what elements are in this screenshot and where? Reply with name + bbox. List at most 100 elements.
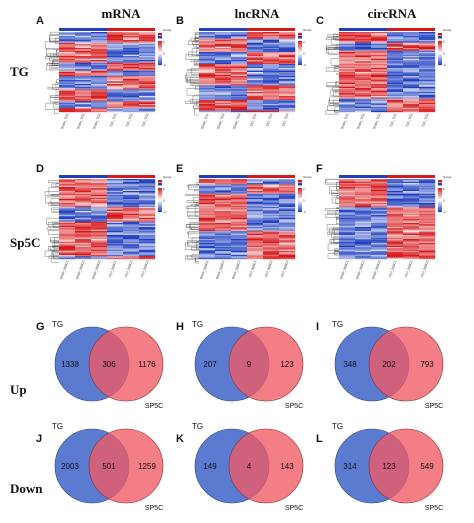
heatmap-cell	[419, 48, 436, 50]
heatmap-cell	[199, 81, 216, 83]
heatmap-cell	[419, 66, 436, 69]
heatmap-cell	[75, 205, 92, 208]
heatmap-cell	[247, 212, 264, 214]
heatmap-cell	[279, 199, 296, 201]
heatmap-cell	[123, 48, 140, 50]
heatmap-cell	[387, 105, 404, 107]
heatmap-cell	[231, 49, 248, 51]
heatmap-cell	[279, 240, 296, 242]
heatmap-cell	[419, 69, 436, 71]
legend-scale-cell	[438, 56, 442, 58]
heatmap-cell	[403, 69, 420, 71]
heatmap-cell	[107, 66, 124, 69]
heatmap-cell	[231, 68, 248, 70]
heatmap-cell	[107, 86, 124, 89]
heatmap-cell	[371, 90, 388, 93]
heatmap-cell	[123, 33, 140, 35]
heatmap-cell	[199, 50, 216, 53]
heatmap-cell	[91, 183, 108, 185]
legend-scale-cell	[158, 59, 162, 61]
heatmap-cell	[107, 106, 124, 109]
heatmap-cell	[247, 187, 264, 189]
heatmap-cell	[91, 45, 108, 47]
heatmap-cell	[59, 181, 76, 184]
heatmap-cell	[199, 46, 216, 49]
heatmap-cell	[123, 209, 140, 212]
heatmap-cell	[123, 247, 140, 249]
heatmap-cell	[107, 181, 124, 184]
heatmap-cell	[279, 209, 296, 212]
legend-group-swatch	[158, 36, 162, 39]
heatmap-cell	[199, 69, 216, 71]
heatmap-cell	[419, 73, 436, 75]
heatmap-cell	[215, 231, 232, 233]
heatmap-cell	[403, 108, 420, 110]
heatmap-cell	[215, 240, 232, 242]
heatmap-cell	[91, 251, 108, 253]
heatmap-cell	[139, 78, 156, 81]
legend-scale-cell	[158, 210, 162, 213]
heatmap-cell	[75, 184, 92, 186]
heatmap-cell	[387, 199, 404, 201]
heatmap-cell	[371, 58, 388, 61]
heatmap-cell	[263, 89, 280, 91]
heatmap-cell	[123, 76, 140, 78]
heatmap-cell	[123, 92, 140, 94]
venn-label-tg: TG	[192, 422, 203, 431]
heatmap-cell	[387, 50, 404, 53]
heatmap-cell	[387, 98, 404, 101]
heatmap-cell	[215, 193, 232, 196]
heatmap-cell	[231, 257, 248, 260]
heatmap-cell	[91, 195, 108, 197]
heatmap-cell	[59, 102, 76, 105]
heatmap-cell	[355, 82, 372, 85]
legend-scale-tick: 0	[303, 52, 305, 56]
heatmap-cell	[247, 179, 264, 181]
heatmap-cell	[75, 251, 92, 253]
heatmap-cell	[139, 88, 156, 90]
legend-scale-cell	[298, 51, 302, 54]
heatmap-cell	[91, 61, 108, 63]
heatmap-cell	[247, 64, 264, 66]
heatmap-cell	[139, 89, 156, 91]
legend-scale-tick: 2	[443, 187, 445, 191]
heatmap-cell	[59, 245, 76, 248]
heatmap-cell	[279, 66, 296, 69]
heatmap-cell	[231, 243, 248, 245]
heatmap-cell	[215, 185, 232, 188]
heatmap-cell	[403, 41, 420, 43]
heatmap-cell	[403, 93, 420, 95]
heatmap-cell	[123, 74, 140, 77]
heatmap-cell	[419, 40, 436, 42]
heatmap-cell	[387, 32, 404, 34]
heatmap-cell	[247, 217, 264, 220]
heatmap-cell	[123, 52, 140, 54]
heatmap-cell	[263, 181, 280, 184]
heatmap-cell	[91, 204, 108, 206]
heatmap-cell	[279, 211, 296, 213]
heatmap-cell	[263, 94, 280, 97]
heatmap-cell	[139, 96, 156, 98]
heatmap-cell	[199, 245, 216, 248]
heatmap-cell	[263, 187, 280, 189]
heatmap-cell	[91, 199, 108, 201]
heatmap-cell	[263, 54, 280, 57]
heatmap-cell	[371, 193, 388, 196]
sample-label: CCI_TG1	[249, 113, 257, 127]
heatmap-cell	[199, 211, 216, 213]
heatmap-cell	[91, 207, 108, 209]
legend-scale-cell	[158, 42, 162, 44]
heatmap-cell	[247, 102, 264, 105]
heatmap-cell	[387, 257, 404, 260]
sample-label: Sham_Sp5C2	[215, 260, 226, 280]
legend-scale-cell	[438, 60, 442, 62]
heatmap-cell	[355, 204, 372, 206]
heatmap-cell	[139, 54, 156, 57]
heatmap-cell	[139, 233, 156, 236]
heatmap-cell	[247, 72, 264, 74]
heatmap-cell	[123, 37, 140, 39]
heatmap-cell	[371, 212, 388, 214]
heatmap-cell	[263, 109, 280, 111]
heatmap-cell	[231, 244, 248, 246]
heatmap-cell	[371, 38, 388, 41]
